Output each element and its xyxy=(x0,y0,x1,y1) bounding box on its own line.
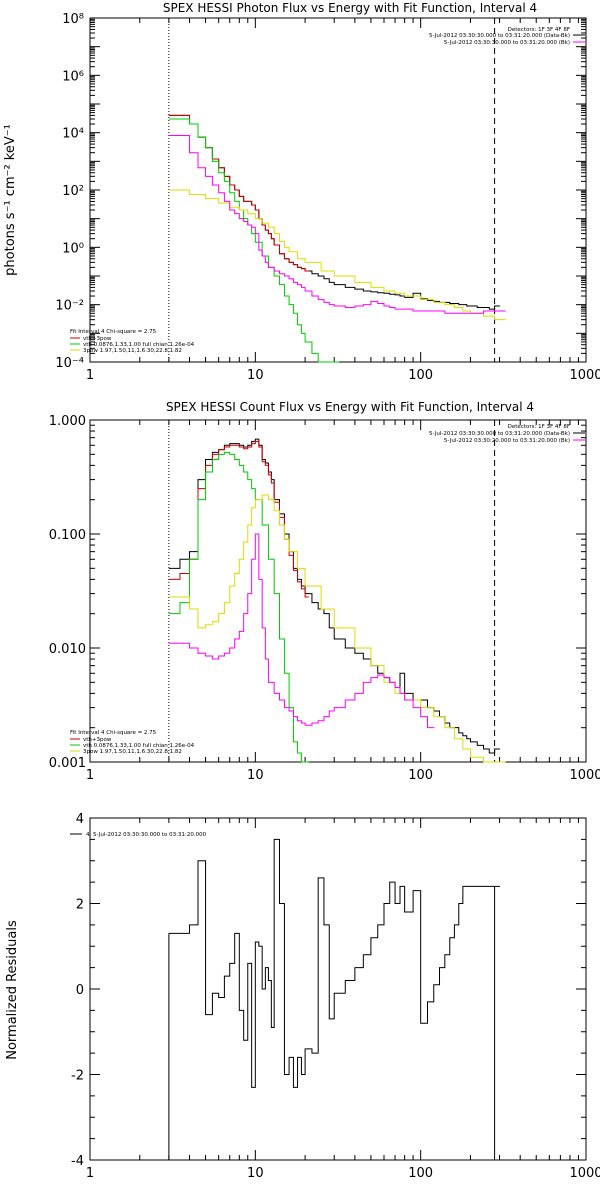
panel1-ylabel: photons s⁻¹ cm⁻² keV⁻¹ xyxy=(3,124,18,276)
panel1-title: SPEX HESSI Photon Flux vs Energy with Fi… xyxy=(163,1,537,15)
panel1-axes: 1 10 100 1000 10⁻⁴ 10⁻² 10⁰ 10² 10⁴ 10⁶ 10⁸ xyxy=(55,12,600,383)
panel2-axes: 1 10 100 1000 0.001 0.010 0.100 1.000 xyxy=(49,414,600,783)
legend-item: 5-Jul-2012 03:30:30.000 to 03:31:20.000 … xyxy=(429,431,570,437)
y-tick-label: 0.010 xyxy=(49,642,86,657)
legend-item: 4. 5-Jul-2012 03:30:30.000 to 03:31:20.0… xyxy=(86,832,207,838)
x-tick-label: 100 xyxy=(408,768,433,783)
series-line-data xyxy=(168,438,500,754)
y-tick-label: 0.100 xyxy=(49,528,86,543)
legend-item: 3pow 1.97,1.50,11,1.6.30,22.8,1.82 xyxy=(83,749,182,755)
panel2-title: SPEX HESSI Count Flux vs Energy with Fit… xyxy=(166,400,534,414)
x-tick-label: 1 xyxy=(86,368,94,383)
x-tick-label: 10 xyxy=(247,368,264,383)
series-line-pow xyxy=(168,494,506,763)
y-tick-label: 10⁻² xyxy=(55,299,84,314)
series-line-vth xyxy=(168,118,340,363)
series-line-data xyxy=(168,114,500,310)
legend-header: Fit Interval 4 Chi-square = 2.75 xyxy=(70,329,157,335)
plot-frame xyxy=(89,817,587,1161)
legend-item: vth 0.0876,1.33,1.00 full chian 1.26e-04 xyxy=(83,342,195,348)
legend-item: 5-Jul-2012 03:30:30.000 to 03:31:20.000 … xyxy=(444,40,570,46)
y-tick-label: 10⁸ xyxy=(62,12,84,27)
legend-item: 5-Jul-2012 03:30:30.000 to 03:31:20.000 … xyxy=(429,33,570,39)
panel1-legend-bottom: Fit Interval 4 Chi-square = 2.75 vth+3po… xyxy=(70,329,195,354)
panel2-legend-top: Detectors: 1F 3F 4F 8F 5-Jul-2012 03:30:… xyxy=(429,424,585,444)
panel2-series xyxy=(168,438,506,763)
x-tick-label: 1 xyxy=(86,1166,94,1181)
x-tick-label: 100 xyxy=(408,1166,433,1181)
y-tick-label: 10⁴ xyxy=(62,127,84,142)
legend-item: 3pow 1.97,1.50,11,1.6.30,22.8,1.82 xyxy=(83,348,182,354)
x-tick-label: 10 xyxy=(247,768,264,783)
legend-header: Detectors: 1F 3F 4F 8F xyxy=(508,424,570,430)
panel3-legend-top: 4. 5-Jul-2012 03:30:30.000 to 03:31:20.0… xyxy=(70,832,207,838)
x-tick-label: 1000 xyxy=(569,768,600,783)
legend-header: Fit Interval 4 Chi-square = 2.75 xyxy=(70,730,157,736)
legend-item: vth 0.0876,1.33,1.00 full chian 1.26e-04 xyxy=(83,743,195,749)
panel1-series xyxy=(168,114,506,363)
series-line-bk xyxy=(168,134,506,314)
panel3-ylabel: Normalized Residuals xyxy=(5,920,20,1060)
series-line-residual xyxy=(168,838,500,1088)
x-tick-label: 1 xyxy=(86,768,94,783)
y-tick-label: 4 xyxy=(76,812,84,827)
series-line-bk xyxy=(168,533,435,729)
x-tick-label: 10 xyxy=(247,1166,264,1181)
legend-header: Detectors: 1F 3F 4F 8F xyxy=(508,27,570,33)
y-tick-label: 2 xyxy=(76,898,84,913)
y-tick-label: 1.000 xyxy=(49,414,86,429)
legend-item: vth+3pow xyxy=(83,336,112,342)
y-tick-label: 10⁰ xyxy=(62,241,84,256)
panel3-axes: 1 10 100 1000 -4 -2 0 2 4 xyxy=(71,812,600,1181)
x-tick-label: 100 xyxy=(408,368,433,383)
panel2-legend-bottom: Fit Interval 4 Chi-square = 2.75 vth+3po… xyxy=(70,730,195,755)
x-tick-label: 1000 xyxy=(569,368,600,383)
y-tick-label: -4 xyxy=(71,1154,84,1169)
plot-frame xyxy=(89,419,587,763)
series-line-pow xyxy=(168,189,506,321)
legend-item: vth+3pow xyxy=(83,737,112,743)
plot-frame xyxy=(89,17,587,363)
x-tick-label: 1000 xyxy=(569,1166,600,1181)
legend-item: 5-Jul-2012 03:30:20.000 to 03:31:20.000 … xyxy=(444,438,570,444)
panel1-legend-top: Detectors: 1F 3F 4F 8F 5-Jul-2012 03:30:… xyxy=(429,27,585,46)
panel3-series xyxy=(168,838,500,1160)
y-tick-label: 0 xyxy=(76,983,84,998)
y-tick-label: 10⁻⁴ xyxy=(55,356,84,371)
y-tick-label: 10⁶ xyxy=(62,69,84,84)
y-tick-label: 10² xyxy=(62,184,84,199)
y-tick-label: 0.001 xyxy=(49,756,86,771)
y-tick-label: -2 xyxy=(71,1069,84,1084)
